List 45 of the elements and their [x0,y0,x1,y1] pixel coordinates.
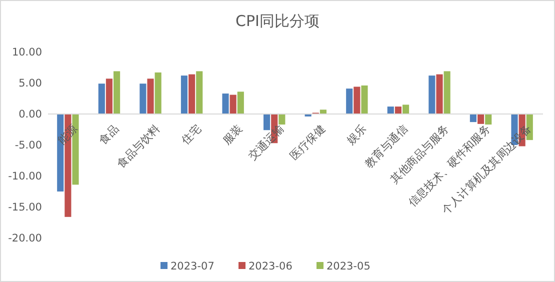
bar [114,71,120,114]
bar [106,78,113,114]
x-tick-label: 交通运输 [246,122,286,163]
bar [470,114,476,122]
y-tick-label: -5.00 [14,140,42,152]
bar [98,84,105,114]
bar [264,114,270,130]
bar [444,71,450,114]
y-tick-label: -10.00 [8,170,42,183]
bar [147,78,154,114]
chart-title: CPI同比分项 [236,12,320,30]
y-tick-label: -15.00 [8,202,42,214]
bar [394,106,402,114]
y-tick-label: 10.00 [12,46,42,59]
bar [354,86,360,114]
bar [361,85,368,114]
bar [387,106,394,114]
bar [278,114,286,125]
x-tick-label: 医疗保健 [287,122,328,163]
bar [237,92,244,114]
bar [222,94,229,114]
x-tick-label: 食品 [96,122,122,148]
bar [320,110,326,114]
bar [428,76,436,114]
y-tick-label: 5.00 [18,78,42,90]
bar [346,88,353,114]
bar [402,104,410,114]
legend-label: 2023-07 [170,260,214,273]
bar [154,72,162,114]
bar [188,74,196,114]
x-tick-label: 住宅 [179,122,204,148]
x-tick-label: 能源 [55,122,80,148]
bar [485,114,492,125]
bar [196,71,203,114]
legend-label: 2023-05 [326,260,370,273]
bar [477,114,484,124]
y-tick-label: -20.00 [8,232,42,245]
legend-label: 2023-06 [248,260,293,273]
bar [180,76,188,114]
bar [436,74,443,114]
x-tick-label: 服装 [220,122,246,148]
bar [230,94,236,114]
x-tick-label: 娱乐 [344,122,369,148]
bar [140,84,146,114]
y-tick-label: 0.00 [18,108,42,121]
